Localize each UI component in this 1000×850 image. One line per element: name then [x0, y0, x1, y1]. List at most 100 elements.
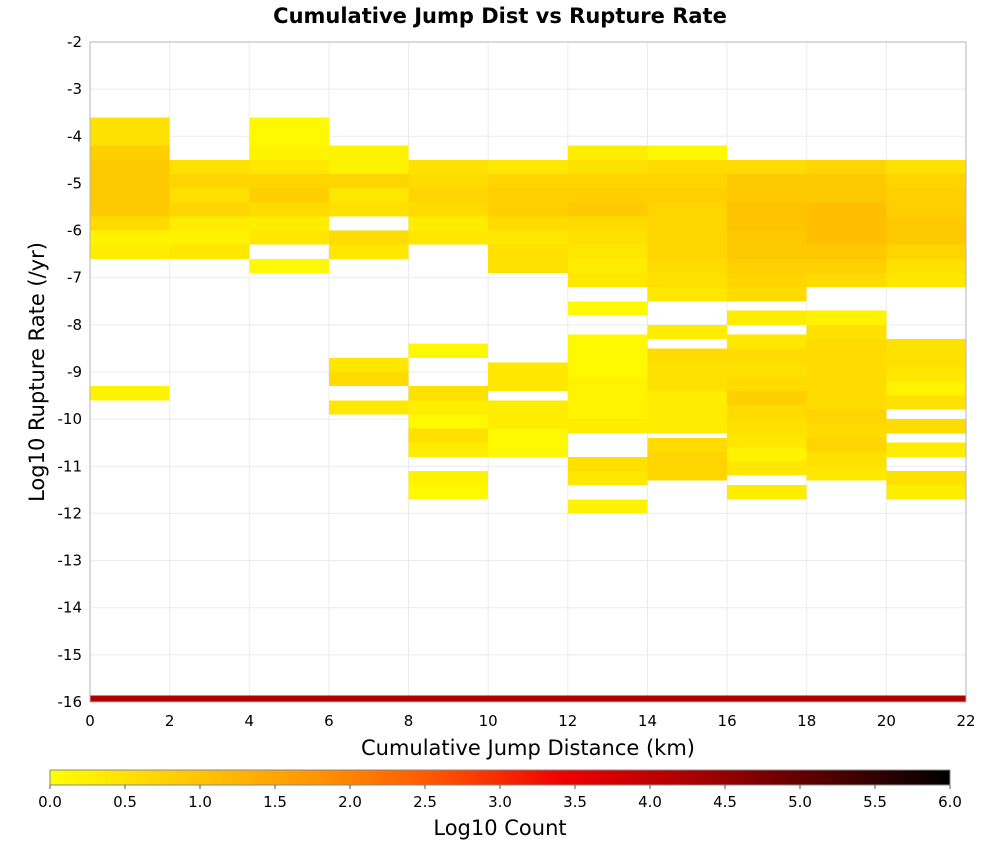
heatmap-cell	[886, 419, 966, 434]
heatmap-cell	[647, 376, 728, 391]
heatmap-cell	[408, 485, 489, 500]
heatmap-cell	[567, 230, 648, 245]
heatmap-cell	[249, 131, 329, 146]
heatmap-cell	[249, 159, 329, 174]
colorbar-tick-label: 5.0	[788, 793, 812, 811]
heatmap-cell	[727, 447, 807, 462]
heatmap-cell	[886, 188, 966, 203]
y-tick-label: -14	[58, 599, 83, 617]
heatmap-cell	[488, 428, 568, 443]
heatmap-cell	[886, 353, 966, 368]
heatmap-cell	[328, 188, 409, 203]
heatmap-cell	[169, 216, 250, 231]
heatmap-cell	[727, 334, 807, 349]
heatmap-cell	[647, 324, 728, 339]
heatmap-cell	[806, 409, 887, 424]
heatmap-cell	[488, 442, 568, 457]
heatmap-cell	[567, 174, 648, 189]
colorbar-tick-label: 3.0	[488, 793, 512, 811]
heatmap-cell	[806, 244, 887, 259]
heatmap-cell	[90, 230, 170, 245]
x-tick-label: 20	[877, 712, 896, 730]
heatmap-cell	[567, 419, 648, 434]
heatmap-cell	[408, 159, 489, 174]
x-tick-labels: 0 2 4 6 8 10 12 14 16 18 20 22	[85, 712, 975, 730]
heatmap-cell	[90, 244, 170, 259]
heatmap-cell	[408, 174, 489, 189]
heatmap-cell	[806, 324, 887, 339]
heatmap-cell	[727, 433, 807, 448]
colorbar-tick-label: 2.5	[413, 793, 437, 811]
heatmap-cell	[886, 471, 966, 486]
colorbar-tick-label: 5.5	[863, 793, 887, 811]
heatmap-cell	[727, 287, 807, 302]
heatmap-cell	[886, 367, 966, 382]
y-tick-label: -7	[67, 269, 82, 287]
heatmap-cell	[647, 390, 728, 405]
heatmap-cell	[488, 216, 568, 231]
y-tick-label: -3	[67, 80, 82, 98]
bottom-band-cell	[90, 695, 966, 702]
heatmap-cell	[328, 372, 409, 387]
heatmap-cell	[806, 273, 887, 288]
heatmap-cell	[169, 244, 250, 259]
y-tick-label: -15	[58, 646, 83, 664]
heatmap-cell	[567, 244, 648, 259]
heatmap-cell	[567, 216, 648, 231]
heatmap-cell	[727, 258, 807, 273]
heatmap-cell	[328, 357, 409, 372]
y-tick-label: -9	[67, 363, 82, 381]
heatmap-cell	[567, 390, 648, 405]
heatmap-cell	[328, 159, 409, 174]
heatmap-cell	[727, 216, 807, 231]
heatmap-cell	[408, 216, 489, 231]
colorbar-tick-labels: 0.0 0.5 1.0 1.5 2.0 2.5 3.0 3.5 4.0 4.5 5.0 5.5 6.0	[38, 785, 962, 811]
heatmap-cell	[806, 258, 887, 273]
y-tick-label: -11	[58, 457, 83, 475]
y-tick-label: -4	[67, 127, 82, 145]
heatmap-cell	[328, 202, 409, 217]
heatmap-cell	[567, 273, 648, 288]
heatmap-cell	[169, 159, 250, 174]
colorbar-tick-label: 2.0	[338, 793, 362, 811]
heatmap-cell	[488, 174, 568, 189]
heatmap-cell	[249, 188, 329, 203]
x-tick-label: 0	[85, 712, 95, 730]
heatmap-cell	[408, 428, 489, 443]
heatmap-cell	[806, 339, 887, 354]
heatmap-cell	[886, 395, 966, 410]
heatmap-cell	[408, 202, 489, 217]
y-tick-label: -5	[67, 174, 82, 192]
heatmap-cell	[249, 258, 329, 273]
heatmap-cell	[169, 188, 250, 203]
colorbar-tick-label: 4.0	[638, 793, 662, 811]
heatmap-cell	[886, 442, 966, 457]
heatmap-cell	[249, 216, 329, 231]
heatmap-cell	[488, 244, 568, 259]
colorbar-tick-label: 0.5	[113, 793, 137, 811]
heatmap-cell	[727, 348, 807, 363]
colorbar-label: Log10 Count	[433, 816, 566, 840]
heatmap-cell	[886, 159, 966, 174]
heatmap-cell	[249, 174, 329, 189]
heatmap-cell	[408, 442, 489, 457]
heatmap-cell	[886, 216, 966, 231]
heatmap-cell	[806, 395, 887, 410]
heatmap-cell	[886, 273, 966, 288]
heatmap-cell	[567, 188, 648, 203]
heatmap-cell	[886, 230, 966, 245]
x-tick-label: 6	[324, 712, 334, 730]
heatmap-cell	[806, 174, 887, 189]
heatmap-cell	[727, 376, 807, 391]
heatmap-cell	[408, 400, 489, 415]
heatmap-cell	[727, 273, 807, 288]
heatmap-cell	[567, 258, 648, 273]
heatmap-cell	[488, 414, 568, 429]
heatmap-cell	[249, 117, 329, 132]
y-tick-label: -2	[67, 33, 82, 51]
heatmap-cell	[488, 230, 568, 245]
chart-title: Cumulative Jump Dist vs Rupture Rate	[273, 4, 727, 28]
heatmap-cell	[488, 376, 568, 391]
heatmap-cell	[567, 159, 648, 174]
heatmap-cell	[328, 174, 409, 189]
